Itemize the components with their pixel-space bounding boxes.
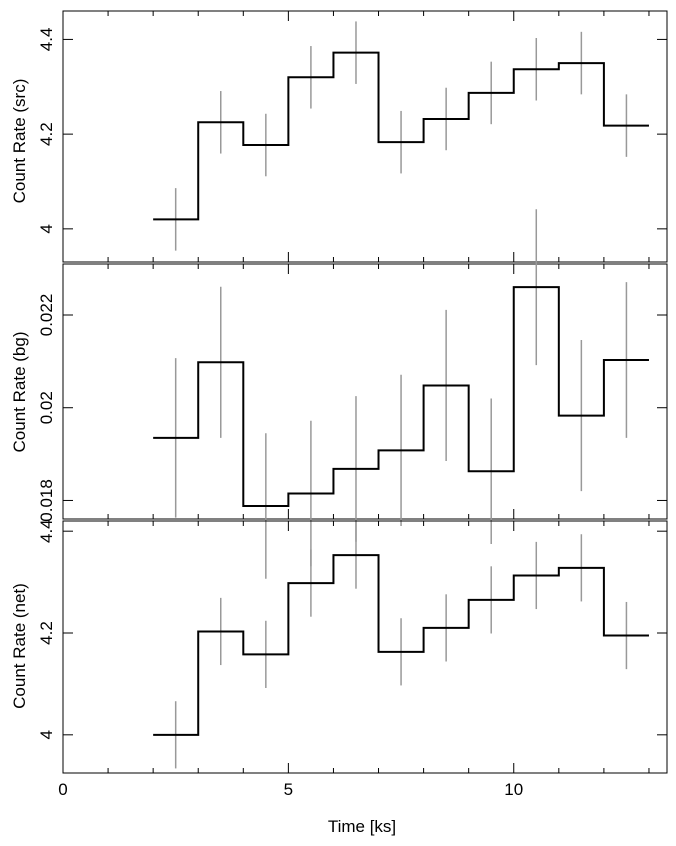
plot-frame-src	[62, 10, 668, 263]
step-line-bg	[153, 286, 649, 508]
y-tick-label-bg: 0.02	[37, 391, 56, 424]
y-tick-label-src: 4	[37, 224, 56, 233]
step-line-net	[153, 554, 649, 736]
plot-frame-net	[62, 520, 668, 774]
x-tick-label: 5	[284, 780, 293, 799]
y-tick-label-src: 4.2	[37, 122, 56, 146]
panel-src: Count Rate (src) 4 4.2 4.4	[10, 10, 668, 263]
y-tick-label-net: 4.4	[37, 519, 56, 543]
plot-frame-bg	[62, 263, 668, 520]
y-axis-label-net: Count Rate (net)	[10, 583, 29, 709]
y-tick-label-net: 4	[37, 730, 56, 739]
y-axis-label-bg: Count Rate (bg)	[10, 332, 29, 453]
y-tick-label-bg: 0.022	[37, 294, 56, 337]
x-tick-label: 10	[504, 780, 523, 799]
panel-bg: Count Rate (bg) 0.018 0.02 0.022	[10, 209, 668, 579]
y-tick-label-src: 4.4	[37, 28, 56, 52]
panel-net: Count Rate (net) Time [ks] 4 4.2 4.4 0 5 10	[10, 519, 668, 836]
y-axis-label-src: Count Rate (src)	[10, 79, 29, 204]
y-tick-label-net: 4.2	[37, 621, 56, 645]
y-tick-label-bg: 0.018	[37, 479, 56, 522]
x-tick-label: 0	[58, 780, 67, 799]
step-line-src	[153, 51, 649, 221]
x-axis-label: Time [ks]	[328, 817, 396, 836]
